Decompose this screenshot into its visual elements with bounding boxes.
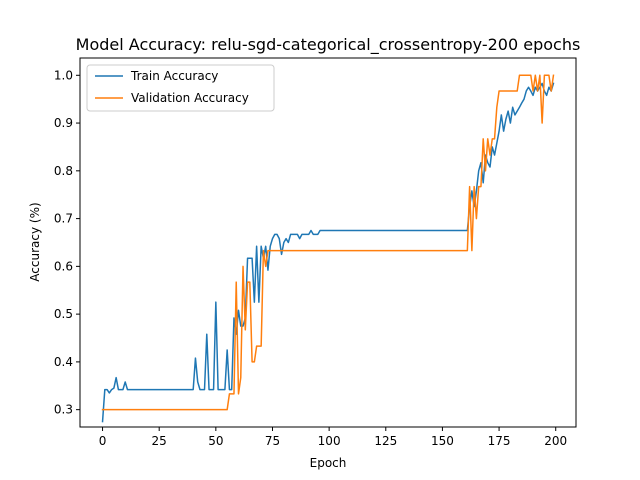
y-tick-label: 0.7 [54, 212, 73, 226]
y-tick-label: 0.6 [54, 259, 73, 273]
series-line-train-accuracy [101, 82, 555, 423]
y-tick-label: 0.3 [54, 403, 73, 417]
plot-frame [79, 57, 577, 428]
plot-background [80, 58, 576, 427]
x-tick-label: 0 [99, 434, 107, 448]
x-axis-ticks: 0 25 50 75 100 125 150 175 200 [99, 427, 567, 448]
y-tick-label: 0.8 [54, 164, 73, 178]
x-tick-label: 25 [152, 434, 167, 448]
x-tick-label: 200 [544, 434, 567, 448]
y-axis-ticks: 0.3 0.4 0.5 0.6 0.7 0.8 0.9 1.0 [54, 68, 80, 417]
x-tick-label: 125 [374, 434, 397, 448]
legend-label-validation: Validation Accuracy [131, 91, 249, 105]
legend-label-train: Train Accuracy [130, 69, 218, 83]
x-tick-label: 175 [488, 434, 511, 448]
x-tick-label: 150 [431, 434, 454, 448]
y-axis-label: Accuracy (%) [28, 202, 42, 281]
y-tick-label: 1.0 [54, 68, 73, 82]
series-layer [101, 74, 555, 423]
y-tick-label: 0.5 [54, 307, 73, 321]
plot-area [79, 57, 577, 428]
x-axis-label: Epoch [310, 456, 347, 470]
legend: Train Accuracy Validation Accuracy [86, 64, 275, 112]
x-tick-label: 50 [208, 434, 223, 448]
x-tick-label: 100 [318, 434, 341, 448]
chart-title: Model Accuracy: relu-sgd-categorical_cro… [76, 35, 581, 55]
x-tick-label: 75 [265, 434, 280, 448]
legend-box [86, 64, 275, 112]
series-line-validation-accuracy [101, 74, 555, 411]
y-tick-label: 0.4 [54, 355, 73, 369]
y-tick-label: 0.9 [54, 116, 73, 130]
